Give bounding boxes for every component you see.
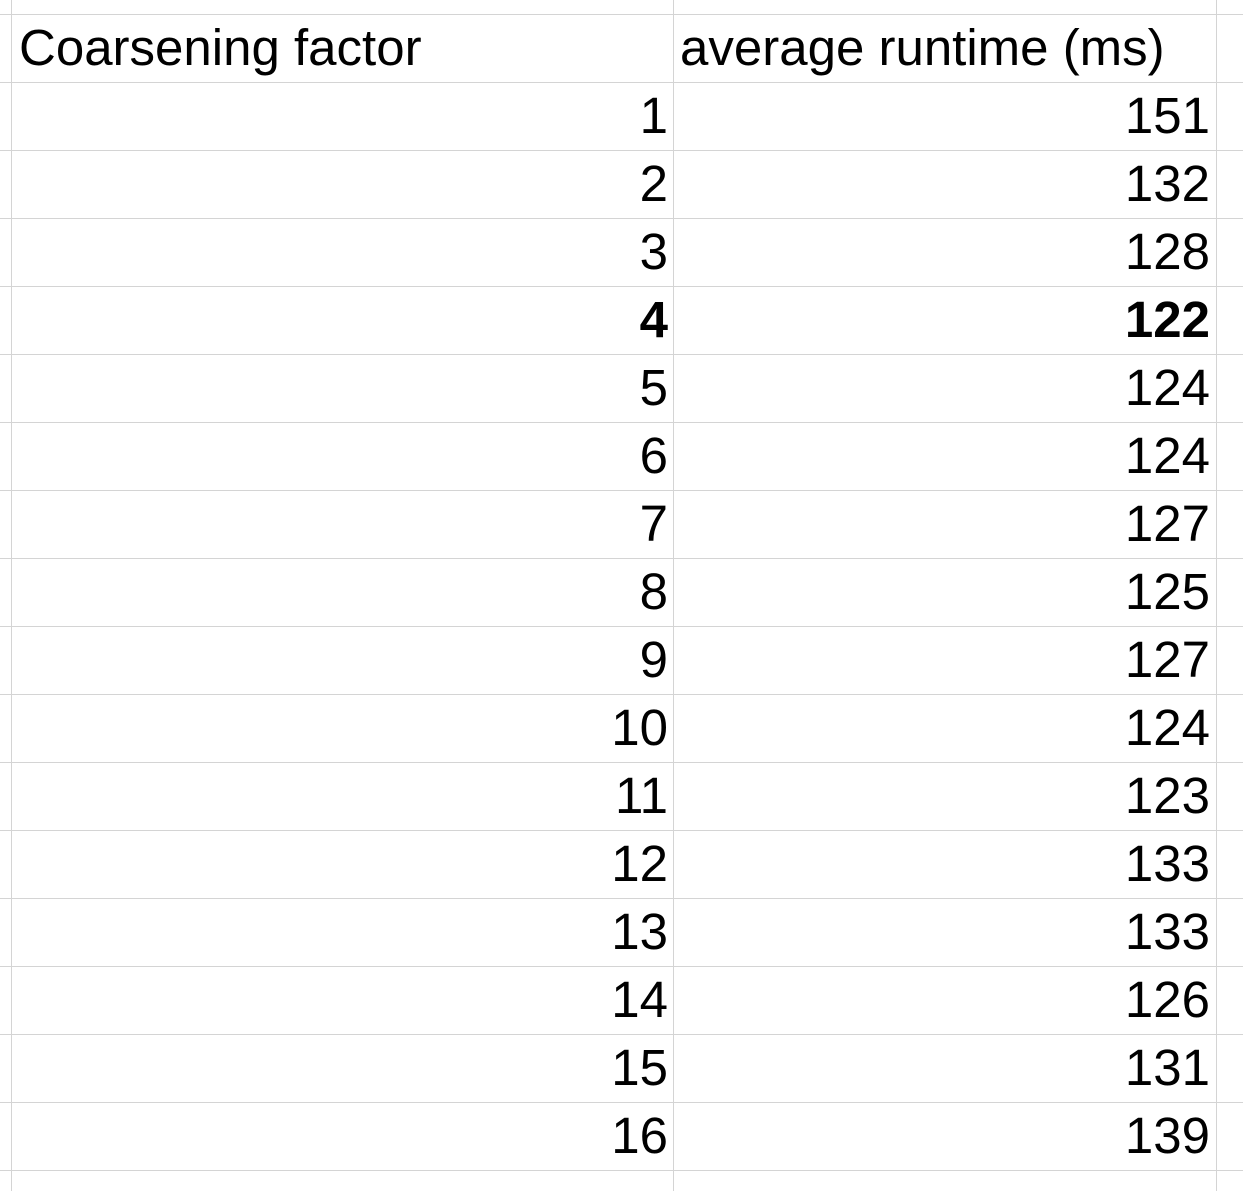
grid-row-line — [0, 490, 1243, 491]
grid-row-line — [0, 898, 1243, 899]
grid-row-line — [0, 966, 1243, 967]
cell-average-runtime[interactable]: 133 — [1124, 835, 1210, 892]
cell-average-runtime[interactable]: 151 — [1124, 87, 1210, 144]
table-row: 3 128 — [0, 218, 1243, 286]
grid-row-line — [0, 82, 1243, 83]
table-row: 11 123 — [0, 762, 1243, 830]
cell-coarsening-factor[interactable]: 9 — [639, 631, 668, 688]
cell-average-runtime[interactable]: 125 — [1124, 563, 1210, 620]
grid-column-line — [11, 0, 12, 1191]
grid-row-line — [0, 150, 1243, 151]
grid-row-line — [0, 1102, 1243, 1103]
grid-row-line — [0, 830, 1243, 831]
cell-coarsening-factor[interactable]: 16 — [611, 1107, 668, 1164]
table-row: 5 124 — [0, 354, 1243, 422]
table-row: 10 124 — [0, 694, 1243, 762]
table-row: 8 125 — [0, 558, 1243, 626]
table-row: 2 132 — [0, 150, 1243, 218]
header-cell-average-runtime[interactable]: average runtime (ms) — [680, 19, 1165, 76]
grid-row-line — [0, 762, 1243, 763]
cell-average-runtime[interactable]: 131 — [1124, 1039, 1210, 1096]
grid-row-line — [0, 286, 1243, 287]
cell-coarsening-factor[interactable]: 2 — [639, 155, 668, 212]
cell-coarsening-factor[interactable]: 13 — [611, 903, 668, 960]
header-row: Coarsening factor average runtime (ms) — [0, 14, 1243, 82]
table-row: 4 122 — [0, 286, 1243, 354]
table-row: 6 124 — [0, 422, 1243, 490]
grid-column-line — [673, 0, 674, 1191]
grid-row-line — [0, 354, 1243, 355]
grid-row-line — [0, 558, 1243, 559]
table-row: 7 127 — [0, 490, 1243, 558]
cell-coarsening-factor[interactable]: 10 — [611, 699, 668, 756]
table-row: 12 133 — [0, 830, 1243, 898]
cell-coarsening-factor[interactable]: 8 — [639, 563, 668, 620]
cell-coarsening-factor[interactable]: 7 — [639, 495, 668, 552]
table-row: 14 126 — [0, 966, 1243, 1034]
cell-coarsening-factor[interactable]: 4 — [639, 291, 668, 348]
cell-average-runtime[interactable]: 123 — [1124, 767, 1210, 824]
cell-average-runtime[interactable]: 132 — [1124, 155, 1210, 212]
grid-row-line — [0, 422, 1243, 423]
grid-row-line — [0, 218, 1243, 219]
table-row: 16 139 — [0, 1102, 1243, 1170]
grid-row-line — [0, 1170, 1243, 1171]
cell-coarsening-factor[interactable]: 5 — [639, 359, 668, 416]
cell-coarsening-factor[interactable]: 3 — [639, 223, 668, 280]
grid-row-line — [0, 626, 1243, 627]
cell-average-runtime[interactable]: 128 — [1124, 223, 1210, 280]
table-row: 9 127 — [0, 626, 1243, 694]
grid-row-line — [0, 1034, 1243, 1035]
cell-average-runtime[interactable]: 124 — [1124, 359, 1210, 416]
grid-row-line — [0, 14, 1243, 15]
table-row: 15 131 — [0, 1034, 1243, 1102]
cell-coarsening-factor[interactable]: 14 — [611, 971, 668, 1028]
cell-coarsening-factor[interactable]: 6 — [639, 427, 668, 484]
header-cell-coarsening-factor[interactable]: Coarsening factor — [19, 19, 422, 76]
cell-coarsening-factor[interactable]: 11 — [615, 767, 668, 824]
cell-average-runtime[interactable]: 124 — [1124, 699, 1210, 756]
cell-average-runtime[interactable]: 127 — [1124, 495, 1210, 552]
grid-row-line — [0, 694, 1243, 695]
table-row: 1 151 — [0, 82, 1243, 150]
cell-average-runtime[interactable]: 124 — [1124, 427, 1210, 484]
cell-average-runtime[interactable]: 127 — [1124, 631, 1210, 688]
cell-average-runtime[interactable]: 139 — [1124, 1107, 1210, 1164]
cell-average-runtime[interactable]: 133 — [1124, 903, 1210, 960]
cell-average-runtime[interactable]: 122 — [1124, 291, 1210, 348]
cell-coarsening-factor[interactable]: 12 — [611, 835, 668, 892]
cell-coarsening-factor[interactable]: 1 — [639, 87, 668, 144]
grid-column-line — [1216, 0, 1217, 1191]
table-row: 13 133 — [0, 898, 1243, 966]
cell-coarsening-factor[interactable]: 15 — [611, 1039, 668, 1096]
cell-average-runtime[interactable]: 126 — [1124, 971, 1210, 1028]
